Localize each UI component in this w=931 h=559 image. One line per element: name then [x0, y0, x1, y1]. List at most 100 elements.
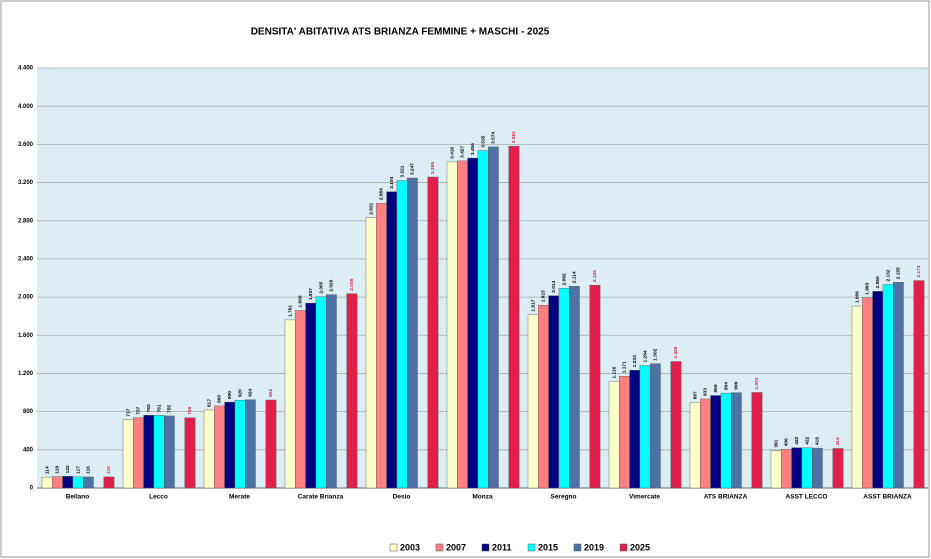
value-label: 2.035 [349, 278, 355, 290]
bar [862, 297, 873, 489]
value-label: 422 [794, 436, 800, 444]
bar [143, 415, 155, 489]
legend-swatch [481, 543, 490, 552]
bar [589, 284, 601, 489]
bar [396, 180, 408, 489]
bar [770, 450, 782, 489]
value-label: 406 [784, 438, 790, 446]
value-label: 761 [156, 404, 162, 412]
bar [407, 177, 418, 489]
value-label: 119 [55, 466, 61, 474]
bar [639, 365, 651, 489]
bar [882, 284, 894, 489]
value-label: 3.258 [430, 162, 436, 174]
bar [751, 392, 763, 489]
value-label: 1.325 [673, 346, 679, 358]
value-label: 817 [206, 399, 212, 407]
value-label: 922 [268, 389, 274, 397]
value-label: 3.221 [399, 165, 405, 177]
legend-swatch [527, 543, 536, 552]
value-label: 3.574 [491, 132, 497, 144]
chart-title: DENSITA' ABITATIVA ATS BRIANZA FEMMINE +… [251, 27, 550, 38]
x-tick-label: Carate Brianza [298, 494, 344, 501]
bar [234, 399, 246, 489]
value-label: 1.001 [754, 377, 760, 389]
bar [508, 145, 520, 489]
bar [791, 447, 803, 489]
bar [315, 296, 327, 489]
x-tick-label: Seregno [550, 494, 576, 501]
bar [153, 415, 165, 489]
value-label: 1.171 [622, 361, 628, 373]
x-tick-label: ASST LECCO [786, 494, 828, 501]
bar [122, 419, 134, 489]
value-label: 999 [734, 381, 740, 389]
bar [700, 398, 711, 489]
bar [488, 146, 499, 489]
bar [326, 294, 337, 489]
value-label: 114 [44, 466, 50, 474]
bar [832, 448, 844, 489]
bar [851, 305, 863, 489]
bar [893, 282, 904, 489]
bar [670, 361, 682, 489]
y-tick-label: 4.000 [18, 104, 34, 110]
legend-swatch [435, 543, 444, 552]
bar [710, 395, 722, 489]
bar [103, 476, 115, 489]
value-label: 1.915 [541, 290, 547, 302]
bar [427, 176, 439, 489]
bar [52, 476, 63, 489]
y-tick-label: 3.200 [18, 180, 34, 186]
value-label: 994 [723, 382, 729, 390]
bar [224, 401, 236, 489]
x-tick-label: Lecco [149, 494, 168, 501]
value-label: 2.005 [318, 281, 324, 293]
bar [305, 302, 317, 489]
value-label: 3.416 [449, 147, 455, 159]
bar [569, 286, 580, 489]
value-label: 3.535 [480, 135, 486, 147]
value-label: 1.116 [611, 366, 617, 378]
value-label: 2.984 [379, 188, 385, 200]
legend-label: 2003 [400, 542, 420, 552]
bar [477, 150, 489, 489]
bar [558, 288, 570, 489]
value-label: 1.302 [653, 348, 659, 360]
bar [527, 314, 539, 489]
legend-label: 2019 [584, 542, 604, 552]
bar [184, 417, 196, 489]
x-tick-label: ASST BRIANZA [863, 494, 912, 501]
bar [265, 399, 277, 489]
value-label: 2.092 [561, 273, 567, 285]
legend-label: 2015 [538, 542, 558, 552]
y-tick-label: 3.600 [18, 142, 34, 148]
x-tick-label: ATS BRIANZA [704, 494, 748, 501]
legend-label: 2025 [630, 542, 650, 552]
legend-swatch [573, 543, 582, 552]
value-label: 1.817 [530, 299, 536, 311]
value-label: 122 [65, 465, 71, 473]
bar [62, 476, 74, 489]
value-label: 116 [106, 466, 112, 474]
value-label: 414 [835, 437, 841, 445]
x-tick-label: Vimercate [629, 494, 660, 501]
value-label: 1.937 [308, 288, 314, 300]
legend-swatch [389, 543, 398, 552]
bar [913, 280, 925, 489]
y-tick-label: 0 [30, 486, 34, 492]
value-label: 900 [227, 391, 233, 399]
bar [619, 376, 630, 489]
bar [244, 399, 256, 489]
bar [446, 161, 458, 489]
y-tick-label: 800 [23, 409, 34, 415]
bar [731, 392, 742, 489]
value-label: 3.104 [389, 176, 395, 188]
value-label: 2.125 [592, 270, 598, 282]
y-tick-label: 2.800 [18, 218, 34, 224]
x-tick-label: Desio [393, 494, 411, 501]
value-label: 897 [692, 391, 698, 399]
value-label: 117 [75, 466, 81, 474]
x-tick-label: Merate [229, 494, 250, 501]
value-label: 418 [815, 437, 821, 445]
